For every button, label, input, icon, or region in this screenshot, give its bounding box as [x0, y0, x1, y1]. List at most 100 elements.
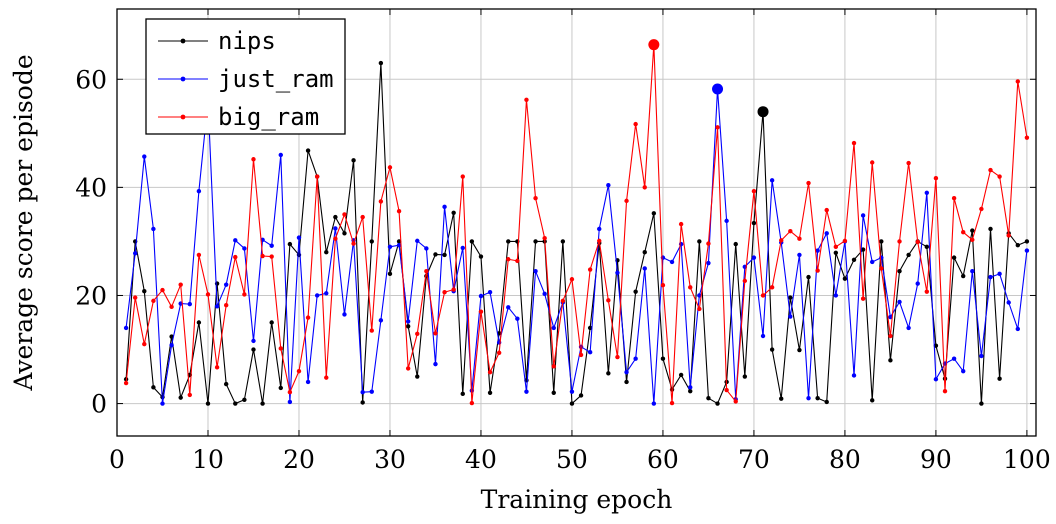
data-point: [460, 174, 465, 179]
plot-frame: [116, 8, 1037, 437]
data-point: [779, 238, 784, 243]
data-point: [606, 371, 611, 376]
legend-box: [145, 18, 346, 135]
series-line: [125, 44, 1028, 404]
data-point: [633, 121, 638, 127]
data-point: [460, 391, 465, 397]
data-point: [333, 226, 338, 231]
data-point: [496, 350, 502, 355]
data-point: [806, 274, 811, 280]
data-point: [833, 293, 839, 298]
data-point: [278, 346, 283, 351]
data-point: [733, 241, 738, 247]
legend: nips just_ram big_ram: [145, 18, 346, 135]
data-point: [688, 385, 693, 390]
y-axis-label: Average score per episode: [9, 54, 38, 391]
data-point: [278, 152, 283, 158]
data-point: [396, 243, 402, 248]
data-point: [524, 389, 529, 394]
data-point: [697, 306, 702, 312]
data-point: [324, 375, 329, 380]
data-point: [305, 148, 311, 153]
data-point: [906, 325, 911, 331]
data-point: [888, 314, 893, 320]
data-point: [897, 239, 902, 244]
data-point: [860, 213, 866, 218]
data-point: [487, 370, 493, 375]
data-point: [970, 237, 975, 242]
data-point: [351, 158, 356, 163]
data-point: [424, 268, 429, 274]
data-point: [606, 183, 611, 188]
data-point: [524, 97, 529, 103]
data-point: [915, 239, 920, 245]
data-point: [860, 296, 866, 301]
data-point: [624, 370, 629, 375]
data-point: [551, 390, 556, 395]
data-point: [305, 315, 311, 320]
data-point: [533, 268, 538, 274]
data-point: [287, 241, 293, 247]
data-point: [214, 365, 220, 370]
data-point: [342, 231, 347, 236]
data-point: [797, 347, 802, 353]
data-point: [169, 304, 174, 310]
data-point: [251, 157, 256, 162]
data-point: [706, 260, 711, 266]
data-point: [851, 373, 857, 378]
data-point: [551, 364, 556, 369]
data-point: [551, 325, 556, 331]
data-point: [360, 214, 365, 220]
data-point: [369, 328, 374, 333]
data-point: [333, 214, 338, 220]
data-point: [697, 293, 702, 298]
data-point: [287, 399, 293, 405]
data-point: [997, 174, 1002, 179]
data-point: [205, 292, 211, 297]
data-point: [333, 236, 338, 241]
data-point: [196, 188, 202, 194]
data-point: [269, 320, 274, 325]
data-point: [824, 207, 829, 213]
data-point: [360, 400, 365, 405]
data-point: [970, 268, 975, 274]
data-point: [879, 239, 884, 244]
data-point: [396, 239, 402, 244]
data-point: [451, 287, 456, 292]
data-point: [988, 167, 993, 173]
data-point: [660, 282, 666, 288]
data-point: [178, 282, 183, 287]
data-point: [487, 390, 493, 395]
y-tick-label: 0: [91, 390, 107, 419]
data-point: [305, 379, 311, 385]
data-point: [842, 276, 848, 281]
data-point: [788, 314, 793, 319]
data-point: [906, 160, 911, 166]
data-point: [405, 324, 411, 329]
data-point: [870, 160, 875, 165]
data-point: [633, 289, 638, 294]
legend-label: just_ram: [218, 65, 334, 93]
legend-marker: [180, 114, 186, 120]
data-point: [797, 252, 802, 258]
data-point: [751, 188, 757, 194]
data-point: [1024, 135, 1030, 140]
data-point: [915, 281, 920, 286]
data-point: [587, 267, 593, 272]
data-point: [160, 401, 165, 406]
data-point: [469, 239, 475, 244]
data-point: [760, 293, 766, 298]
data-point: [506, 305, 511, 310]
data-point: [924, 289, 930, 294]
data-point: [824, 231, 829, 236]
data-point: [970, 228, 975, 233]
data-point: [651, 211, 657, 216]
data-point: [533, 239, 538, 244]
data-point: [906, 252, 911, 258]
data-point: [897, 299, 902, 305]
data-point: [369, 389, 374, 394]
data-point: [851, 140, 857, 146]
data-point: [860, 247, 866, 252]
data-point: [587, 350, 593, 355]
